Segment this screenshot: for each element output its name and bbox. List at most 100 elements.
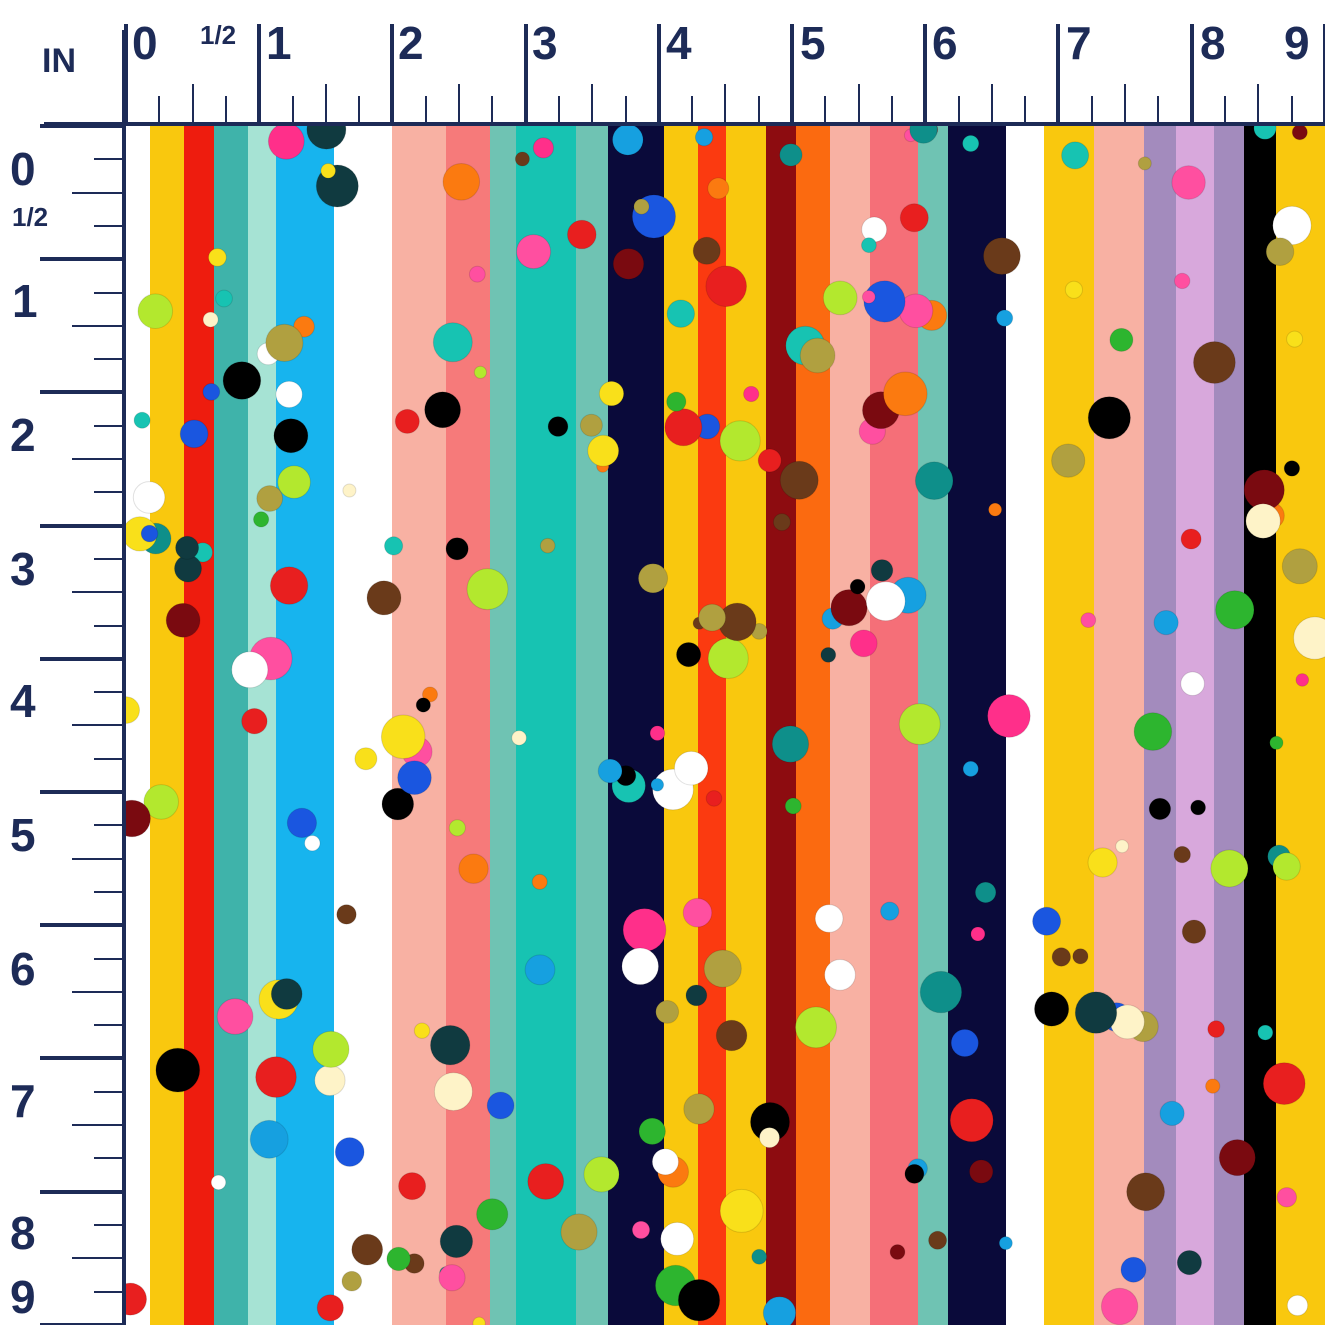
stripe (576, 126, 608, 1325)
dot (676, 642, 702, 668)
dot (126, 799, 151, 838)
left-minor-tick (94, 158, 124, 161)
left-minor-tick (94, 624, 124, 627)
dot (861, 290, 876, 304)
top-major-tick (1189, 24, 1194, 124)
dot (336, 904, 357, 925)
dot (539, 537, 556, 554)
dot (664, 408, 703, 447)
left-minor-tick (72, 1124, 124, 1126)
dot (380, 714, 426, 760)
left-minor-tick (94, 424, 124, 427)
stripe (1214, 126, 1244, 1325)
left-label-2: 2 (10, 409, 36, 461)
dot (304, 835, 321, 852)
polka-dots (126, 126, 1325, 1325)
dot (314, 1064, 346, 1097)
dot (983, 237, 1021, 276)
top-minor-tick (291, 96, 294, 124)
dot (865, 581, 906, 622)
dot (1245, 503, 1281, 539)
dot (1032, 906, 1062, 936)
dot (597, 758, 623, 784)
dot (256, 485, 284, 512)
dot (1205, 1078, 1221, 1094)
dot (433, 1072, 473, 1112)
top-label-0: 0 (132, 17, 158, 69)
dot (394, 408, 420, 434)
dot (719, 420, 761, 462)
dot (849, 578, 866, 595)
top-minor-tick (1257, 84, 1260, 124)
dot (273, 418, 309, 454)
dot (1253, 126, 1277, 140)
left-minor-tick (94, 691, 124, 694)
top-major-tick (790, 24, 794, 124)
top-minor-tick (890, 96, 893, 124)
dot (919, 970, 963, 1014)
dot (1126, 1172, 1165, 1212)
dot (277, 465, 311, 499)
dot (1262, 1062, 1306, 1105)
dot (415, 697, 431, 713)
left-major-tick (40, 923, 124, 928)
dot (1173, 845, 1191, 864)
left-label-4: 4 (10, 675, 36, 727)
dot (1109, 327, 1134, 352)
dot (762, 1296, 797, 1325)
dot (861, 237, 877, 254)
dot (1051, 947, 1071, 967)
stripe (608, 126, 664, 1325)
dot (771, 725, 810, 763)
dot (366, 580, 402, 616)
stripe-dot-pattern (126, 126, 1325, 1325)
dot (751, 1248, 768, 1265)
left-minor-tick (94, 1024, 124, 1027)
top-minor-tick (158, 96, 161, 124)
dot (612, 126, 644, 156)
left-minor-tick (72, 857, 124, 860)
left-major-tick (40, 257, 124, 262)
left-ruler-baseline (122, 30, 127, 1325)
dot (1087, 396, 1131, 440)
dot (249, 1119, 289, 1159)
dot (822, 280, 858, 316)
dot (472, 1316, 486, 1325)
top-minor-tick (1223, 96, 1226, 124)
top-label-7: 7 (1066, 17, 1092, 69)
dot (231, 651, 269, 689)
stripe (490, 126, 516, 1325)
dot (413, 1022, 431, 1039)
dot (1137, 156, 1152, 171)
stripe (830, 126, 870, 1325)
dot (707, 177, 730, 200)
top-minor-tick (358, 96, 361, 124)
stripe (334, 126, 392, 1325)
dot (622, 908, 667, 952)
dot (784, 797, 802, 815)
dot (1286, 1294, 1309, 1317)
dot (707, 637, 749, 680)
dot (381, 787, 415, 821)
dot (583, 1156, 620, 1193)
dot (909, 126, 938, 144)
dot (694, 128, 714, 147)
dot (132, 481, 166, 514)
left-label-7: 7 (10, 1075, 36, 1127)
left-minor-tick (72, 458, 124, 460)
top-minor-tick (424, 96, 427, 124)
dot (996, 309, 1014, 327)
dot (830, 589, 868, 627)
left-label-6: 6 (10, 943, 36, 995)
dot (974, 881, 997, 904)
dot (466, 568, 509, 611)
stripe (446, 126, 490, 1325)
left-minor-tick (94, 224, 124, 227)
dot (275, 380, 303, 409)
left-minor-tick (94, 957, 124, 960)
dot (1281, 548, 1318, 585)
dot (779, 143, 803, 167)
top-minor-tick (990, 84, 993, 124)
dot (814, 904, 844, 933)
